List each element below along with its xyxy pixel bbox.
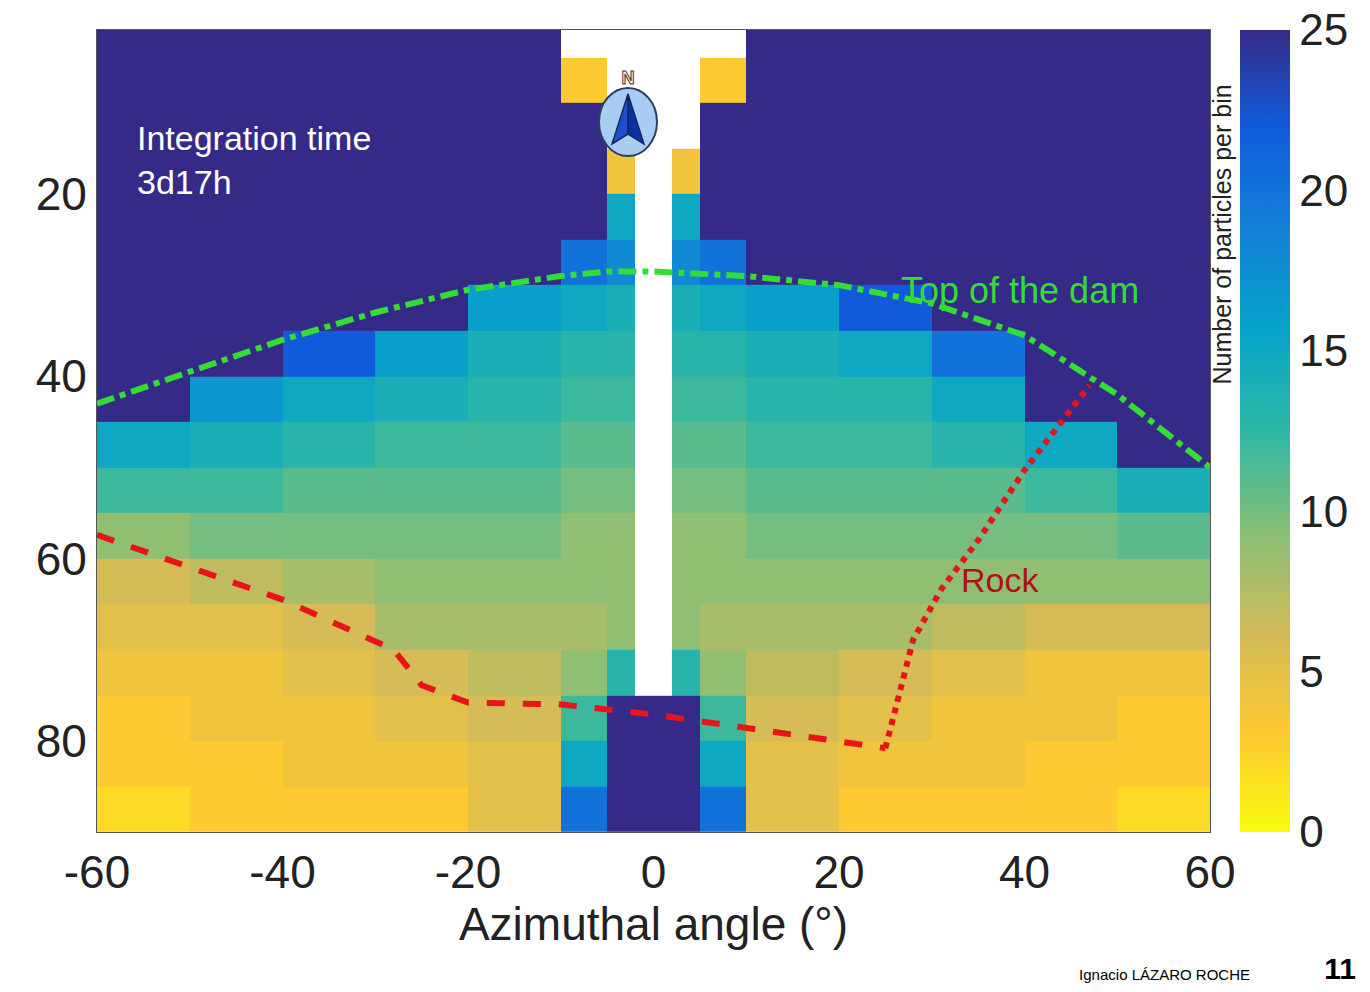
- svg-text:40: 40: [36, 350, 87, 402]
- svg-text:0: 0: [641, 846, 667, 898]
- html-text:11: 11: [1324, 952, 1356, 985]
- svg-text:Azimuthal angle (°): Azimuthal angle (°): [459, 898, 848, 950]
- svg-text:60: 60: [1184, 846, 1235, 898]
- svg-text:60: 60: [36, 533, 87, 585]
- svg-text:0: 0: [1299, 807, 1323, 856]
- svg-text:25: 25: [1299, 5, 1348, 54]
- svg-text:-60: -60: [64, 846, 130, 898]
- svg-text:5: 5: [1299, 647, 1323, 696]
- svg-text:15: 15: [1299, 326, 1348, 375]
- svg-text:-40: -40: [249, 846, 315, 898]
- svg-text:80: 80: [36, 715, 87, 767]
- svg-text:Number of particles per bin: Number of particles per bin: [1208, 84, 1236, 384]
- svg-text:Integration time3d17h: Integration time3d17h: [137, 119, 371, 201]
- svg-text:20: 20: [813, 846, 864, 898]
- svg-text:Rock: Rock: [961, 561, 1039, 599]
- svg-text:Top of the dam: Top of the dam: [901, 270, 1139, 311]
- html-text:Ignacio LÁZARO ROCHE: Ignacio LÁZARO ROCHE: [1079, 966, 1250, 983]
- svg-text:40: 40: [999, 846, 1050, 898]
- svg-text:20: 20: [36, 168, 87, 220]
- svg-text:-20: -20: [435, 846, 501, 898]
- svg-text:10: 10: [1299, 487, 1348, 536]
- svg-text:20: 20: [1299, 166, 1348, 215]
- svg-text:N: N: [622, 68, 635, 88]
